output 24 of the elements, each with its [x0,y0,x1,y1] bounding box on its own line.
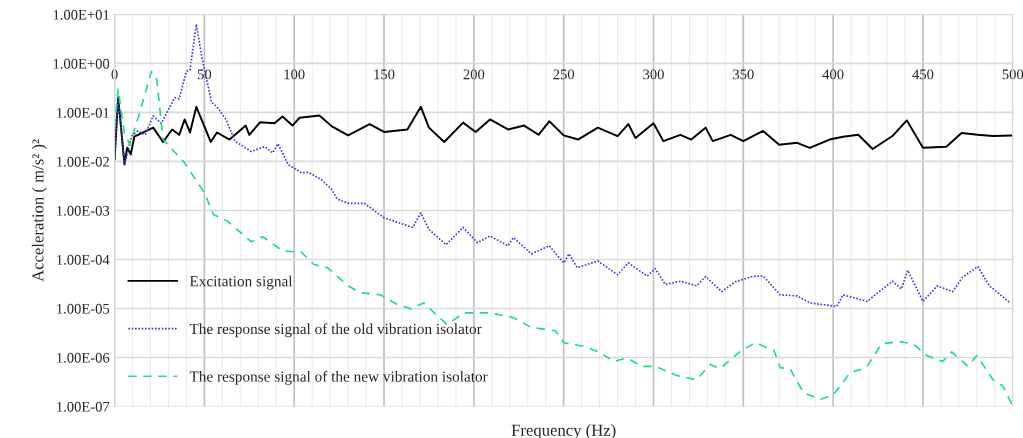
y-tick-label: 1.00E+01 [53,9,109,20]
y-tick-label: 1.00E-01 [57,107,109,118]
y-tick-label: 1.00E-05 [57,303,110,314]
x-tick-label: 50 [197,69,212,80]
x-tick-label: 350 [733,69,754,80]
legend-label: Excitation signal [189,275,293,290]
y-tick-label: 1.00E-02 [57,156,109,167]
y-tick-label: 1.00E-04 [57,254,110,265]
y-tick-label: 1.00E-06 [57,352,110,363]
y-axis-title: Acceleration ( m/s² )² [31,139,47,282]
x-tick-label: 200 [463,69,485,80]
x-tick-label: 100 [284,69,305,80]
y-tick-label: 1.00E+00 [53,58,110,69]
y-tick-label: 1.00E-03 [57,205,110,216]
legend-label: The response signal of the old vibration isolator [189,323,482,338]
y-tick-label: 1.00E-07 [57,401,110,412]
legend-label: The response signal of the new vibration isolator [189,370,488,385]
x-tick-label: 150 [374,69,395,80]
x-tick-label: 300 [643,69,664,80]
x-tick-label: 450 [912,69,934,80]
x-tick-label: 400 [822,69,844,80]
x-tick-label: 250 [553,69,575,80]
x-tick-label: 0 [111,69,118,80]
x-tick-label: 500 [1002,69,1023,80]
